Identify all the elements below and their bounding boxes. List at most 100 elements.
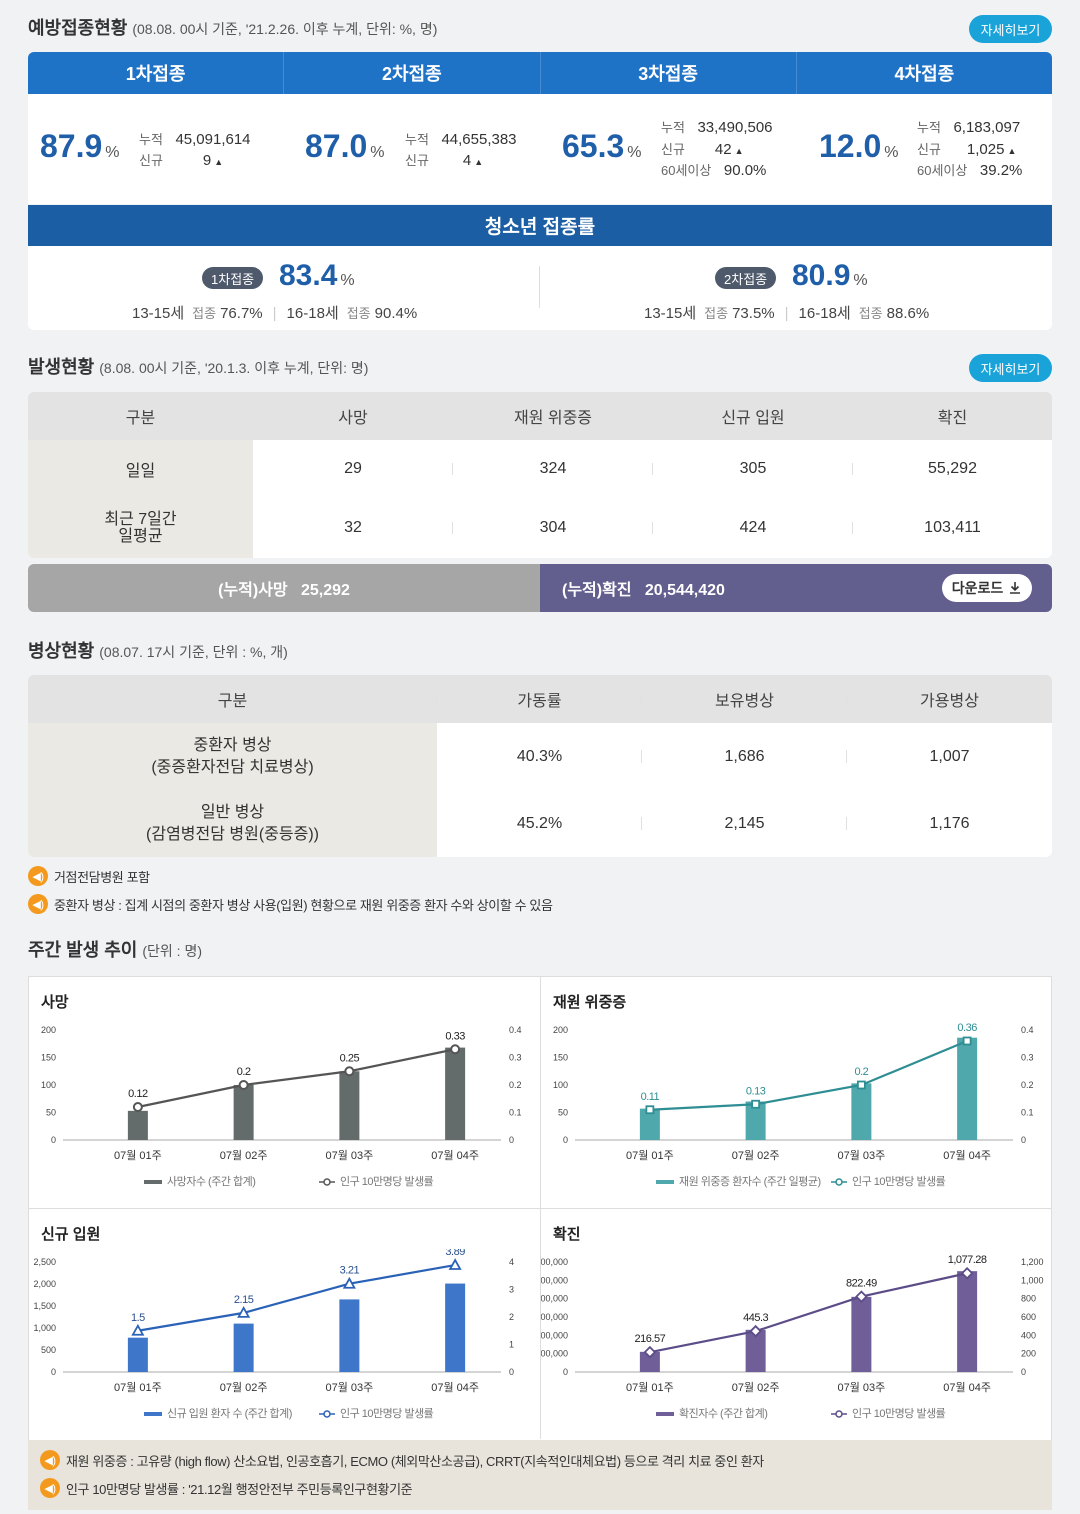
chart-title: 신규 입원 bbox=[41, 1226, 101, 1243]
dose2-rate: 87.0% bbox=[305, 128, 385, 164]
bar bbox=[639, 1108, 660, 1140]
y-tick-label: 500 bbox=[41, 1345, 56, 1355]
legend-bar-swatch bbox=[144, 1412, 162, 1416]
weekly-note-1: ◀) 재원 위중증 : 고유량 (high flow) 산소요법, 인공호흡기, … bbox=[40, 1450, 764, 1470]
dose3-over60: 60세이상 90.0% bbox=[661, 162, 767, 179]
legend-bar-label: 재원 위중증 환자수 (주간 일평균) bbox=[679, 1174, 821, 1188]
legend-bar-label: 사망자수 (주간 합계) bbox=[167, 1175, 255, 1188]
y2-tick-label: 0.2 bbox=[509, 1080, 522, 1090]
youth-dose1-badge: 1차접종 bbox=[202, 267, 264, 289]
y-tick-label: 100 bbox=[553, 1080, 568, 1090]
x-tick-label: 07월 02주 bbox=[732, 1149, 780, 1162]
rate-point bbox=[450, 1044, 461, 1055]
download-button[interactable]: 다운로드 bbox=[942, 574, 1032, 602]
legend-line-label: 인구 10만명당 발생률 bbox=[340, 1407, 434, 1420]
speaker-icon: ◀) bbox=[40, 1450, 60, 1470]
admission-chart: 0 500 1,000 1,500 2,000 2,500 0 1 2 3 4 07월 01주 07월 … bbox=[33, 1249, 514, 1420]
y2-tick-label: 0.3 bbox=[1021, 1053, 1034, 1063]
critical-chart: 0 50 100 150 200 0 0.1 0.2 0.3 0.4 07월 01주 07월 02주 0… bbox=[553, 1022, 1034, 1188]
table-row: 일일 29 324 305 55,292 bbox=[28, 440, 1052, 498]
cell-death: 29 bbox=[253, 440, 453, 498]
chart-title: 사망 bbox=[41, 994, 69, 1011]
x-tick-label: 07월 02주 bbox=[220, 1381, 268, 1394]
vaccination-title: 예방접종현황 (08.08. 00시 기준, '21.2.26. 이후 누계, 단… bbox=[28, 18, 438, 38]
y-tick-label: 2,000 bbox=[33, 1279, 56, 1289]
rate-line bbox=[137, 1263, 456, 1332]
table-row: 일반 병상 (감염병전담 병원(중등증)) 45.2% 2,145 1,176 bbox=[28, 790, 1052, 857]
dose4-rate: 12.0% bbox=[819, 128, 899, 164]
cell-death: 32 bbox=[253, 498, 453, 558]
y-tick-label: 0 bbox=[563, 1367, 568, 1377]
table-row: 중환자 병상 (중증환자전담 치료병상) 40.3% 1,686 1,007 bbox=[28, 723, 1052, 790]
chart-title: 재원 위중증 bbox=[553, 994, 627, 1011]
youth-rate-panel: 1차접종 83.4% 13-15세 접종 76.7% | 16-18세 접종 90.4% 2… bbox=[28, 246, 1052, 330]
y-tick-label: 400,000 bbox=[541, 1294, 568, 1304]
chart-panel-confirmed: 확진 0 100,000 200,000 300,000 400,000 500,000 6… bbox=[541, 1209, 1052, 1439]
chart-panel-death: 사망 0 50 100 150 200 0 0.1 0.2 0.3 0.4 07월 01주 07월 0… bbox=[29, 977, 540, 1207]
y2-tick-label: 0.1 bbox=[1021, 1108, 1034, 1118]
x-tick-label: 07월 03주 bbox=[837, 1381, 885, 1394]
x-tick-label: 07월 04주 bbox=[943, 1149, 991, 1162]
bar bbox=[445, 1283, 466, 1372]
data-label: 3.89 bbox=[445, 1249, 465, 1258]
cell-available: 1,176 bbox=[929, 814, 970, 832]
vaccination-more-button[interactable]: 자세히보기 bbox=[969, 15, 1052, 43]
cell-admission: 424 bbox=[653, 498, 853, 558]
beds-title: 병상현황 (08.07. 17시 기준, 단위 : %, 개) bbox=[28, 641, 288, 661]
x-tick-label: 07월 01주 bbox=[114, 1149, 162, 1162]
data-label: 0.2 bbox=[237, 1066, 251, 1078]
speaker-icon: ◀) bbox=[40, 1478, 60, 1498]
y2-tick-label: 0 bbox=[509, 1367, 514, 1377]
dose3-cumulative: 누적 33,490,506 bbox=[661, 119, 773, 136]
rate-point bbox=[749, 1324, 762, 1338]
x-tick-label: 07월 01주 bbox=[626, 1149, 674, 1162]
occurrence-more-button[interactable]: 자세히보기 bbox=[969, 354, 1052, 382]
y2-tick-label: 0.1 bbox=[509, 1108, 522, 1118]
cell-critical: 324 bbox=[453, 440, 653, 498]
header-death: 사망 bbox=[253, 392, 453, 440]
bar bbox=[639, 1351, 660, 1372]
cell-utilization: 40.3% bbox=[437, 723, 642, 790]
rate-point bbox=[342, 1276, 356, 1289]
dose-header-2: 2차접종 bbox=[284, 52, 541, 94]
rate-line bbox=[137, 1048, 456, 1109]
youth-divider bbox=[539, 266, 540, 308]
youth-dose1-rate: 83.4% bbox=[279, 259, 355, 292]
data-label: 445.3 bbox=[743, 1312, 768, 1324]
weekly-note-2: ◀) 인구 10만명당 발생률 : '21.12월 행정안전부 주민등록인구현황기… bbox=[40, 1478, 413, 1498]
data-label: 0.13 bbox=[746, 1085, 766, 1097]
bar bbox=[957, 1271, 978, 1372]
cell-critical: 304 bbox=[453, 498, 653, 558]
x-tick-label: 07월 03주 bbox=[837, 1149, 885, 1162]
dose2-cumulative: 누적 44,655,383 bbox=[405, 131, 517, 148]
header-utilization: 가동률 bbox=[437, 675, 642, 723]
rate-point bbox=[751, 1099, 761, 1109]
y2-tick-label: 0.4 bbox=[509, 1025, 522, 1035]
y2-tick-label: 1 bbox=[509, 1340, 514, 1350]
dose-header: 1차접종 2차접종 3차접종 4차접종 bbox=[28, 52, 1052, 94]
y-tick-label: 200 bbox=[553, 1025, 568, 1035]
dose4-over60: 60세이상 39.2% bbox=[917, 162, 1023, 179]
row-label: 최근 7일간 일평균 bbox=[28, 498, 253, 558]
header-critical: 재원 위중증 bbox=[453, 392, 653, 440]
y-tick-label: 300,000 bbox=[541, 1312, 568, 1322]
row-label: 일일 bbox=[28, 440, 253, 498]
y2-tick-label: 0.4 bbox=[1021, 1025, 1034, 1035]
data-label: 0.11 bbox=[641, 1091, 660, 1103]
y-tick-label: 0 bbox=[563, 1135, 568, 1145]
y2-tick-label: 1,000 bbox=[1021, 1275, 1044, 1285]
bar bbox=[339, 1071, 360, 1140]
rate-point bbox=[855, 1290, 868, 1303]
data-label: 1,077.28 bbox=[948, 1254, 987, 1266]
chart-divider-h bbox=[29, 1208, 1051, 1209]
data-label: 1.5 bbox=[131, 1312, 145, 1324]
chart-panel-critical: 재원 위중증 0 50 100 150 200 0 0.1 0.2 0.3 0.4 07월 01주 0… bbox=[541, 977, 1052, 1207]
data-label: 0.12 bbox=[128, 1088, 148, 1100]
x-tick-label: 07월 04주 bbox=[431, 1381, 479, 1394]
header-category: 구분 bbox=[28, 675, 437, 723]
youth-rate-title: 청소년 접종률 bbox=[28, 205, 1052, 246]
y-tick-label: 200,000 bbox=[541, 1330, 568, 1340]
dose1-rate: 87.9% bbox=[40, 128, 120, 164]
table-header: 구분 가동률 보유병상 가용병상 bbox=[28, 675, 1052, 723]
y2-tick-label: 0 bbox=[1021, 1367, 1026, 1377]
